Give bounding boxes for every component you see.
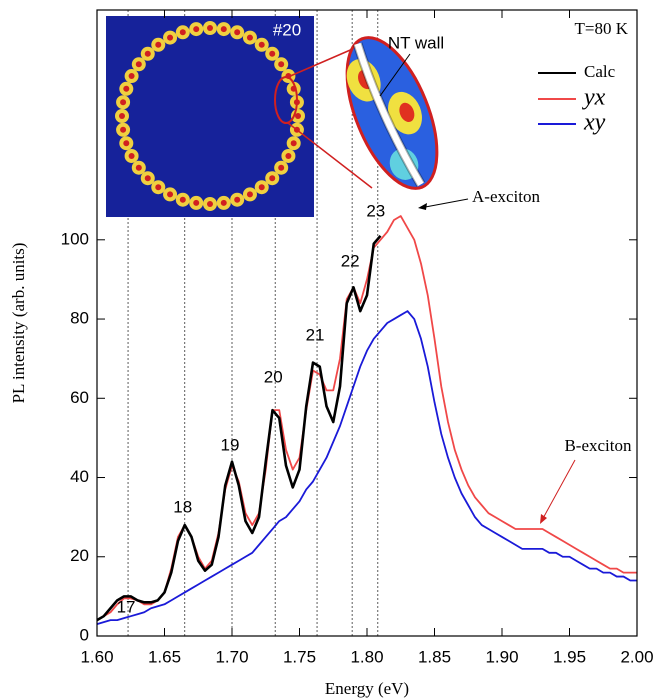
x-tick-label: 1.80 xyxy=(350,647,383,666)
temperature: T=80 K xyxy=(575,19,629,38)
ring-dot-core xyxy=(290,140,297,147)
peak-label: 17 xyxy=(117,597,136,616)
ring-dot-core xyxy=(144,175,151,182)
x-axis-label: Energy (eV) xyxy=(325,679,409,698)
wall-label: NT wall xyxy=(388,33,444,52)
ring-dot-core xyxy=(179,29,186,36)
peak-label: 18 xyxy=(173,497,192,516)
peak-label: 21 xyxy=(306,325,325,344)
b-exciton-label: B-exciton xyxy=(564,436,632,455)
series-line xyxy=(96,215,637,621)
ring-dot-core xyxy=(120,99,127,106)
ring-dot-core xyxy=(285,152,292,159)
inset: #20 NT wall xyxy=(106,16,444,217)
x-tick-label: 1.85 xyxy=(418,647,451,666)
x-tick-label: 2.00 xyxy=(620,647,653,666)
a-exciton-arrow xyxy=(419,198,469,209)
a-exciton-label: A-exciton xyxy=(472,187,540,206)
peak-label: 23 xyxy=(366,201,385,220)
legend-label: yx xyxy=(582,85,606,111)
ring-dot-core xyxy=(135,61,142,68)
legend-label: xy xyxy=(583,110,606,136)
ring-dot-core xyxy=(269,50,276,57)
legend-label: Calc xyxy=(584,62,616,81)
inset-image xyxy=(106,16,314,217)
a-exciton-arrowhead xyxy=(418,203,427,210)
ring-dot-core xyxy=(278,61,285,68)
ring-dot-core xyxy=(220,199,227,206)
peak-label: 19 xyxy=(221,435,240,454)
ring-dot-core xyxy=(120,126,127,133)
zoom-line xyxy=(287,122,373,189)
zoom-ellipse xyxy=(345,36,439,190)
ring-dot-core xyxy=(123,85,130,92)
ring-dot-core xyxy=(135,164,142,171)
ring-dot-core xyxy=(220,26,227,33)
ring-dot-core xyxy=(193,26,200,33)
ring-dot-core xyxy=(193,199,200,206)
b-exciton-arrow xyxy=(540,459,576,523)
ring-dot-core xyxy=(207,25,213,31)
plot-frame xyxy=(96,9,638,637)
ring-dot-core xyxy=(144,50,151,57)
x-tick-label: 1.90 xyxy=(485,647,518,666)
y-tick-label: 20 xyxy=(70,546,89,565)
ring-dot-core xyxy=(123,140,130,147)
ring-dot-core xyxy=(128,73,135,80)
peak-label: 20 xyxy=(264,367,283,386)
ring-dot-core xyxy=(128,152,135,159)
zoom-region xyxy=(274,76,298,124)
ring-dot-core xyxy=(155,184,162,191)
ring-dot-core xyxy=(167,34,174,41)
x-tick-label: 1.65 xyxy=(148,647,181,666)
ring-dot-core xyxy=(155,41,162,48)
ring-dot-core xyxy=(207,201,213,207)
x-tick-label: 1.60 xyxy=(80,647,113,666)
y-tick-label: 60 xyxy=(70,388,89,407)
y-tick-label: 0 xyxy=(80,625,89,644)
wall-arrow xyxy=(379,53,411,97)
ring-dot-core xyxy=(295,113,301,119)
ring-dot-core xyxy=(258,41,265,48)
peak-label: 22 xyxy=(341,251,360,270)
ring-dot-core xyxy=(269,175,276,182)
series-line xyxy=(96,234,382,622)
b-exciton-arrowhead xyxy=(540,514,547,524)
ring-dot-core xyxy=(246,191,253,198)
y-tick-label: 40 xyxy=(70,467,89,486)
ring-dot-core xyxy=(246,34,253,41)
ring-dot-core xyxy=(234,196,241,203)
y-tick-label: 80 xyxy=(70,309,89,328)
ring-dot-core xyxy=(258,184,265,191)
x-tick-label: 1.75 xyxy=(283,647,316,666)
y-tick-label: 100 xyxy=(61,229,89,248)
ring-dot-core xyxy=(234,29,241,36)
ring-dot-core xyxy=(179,196,186,203)
x-tick-label: 1.70 xyxy=(215,647,248,666)
x-tick-label: 1.95 xyxy=(553,647,586,666)
ring-dot-core xyxy=(278,164,285,171)
series-line xyxy=(96,310,637,625)
ring-dot-core xyxy=(167,191,174,198)
y-axis-label: PL intensity (arb. units) xyxy=(9,243,28,404)
inset-label: #20 xyxy=(273,20,301,39)
ring-dot-core xyxy=(119,113,125,119)
